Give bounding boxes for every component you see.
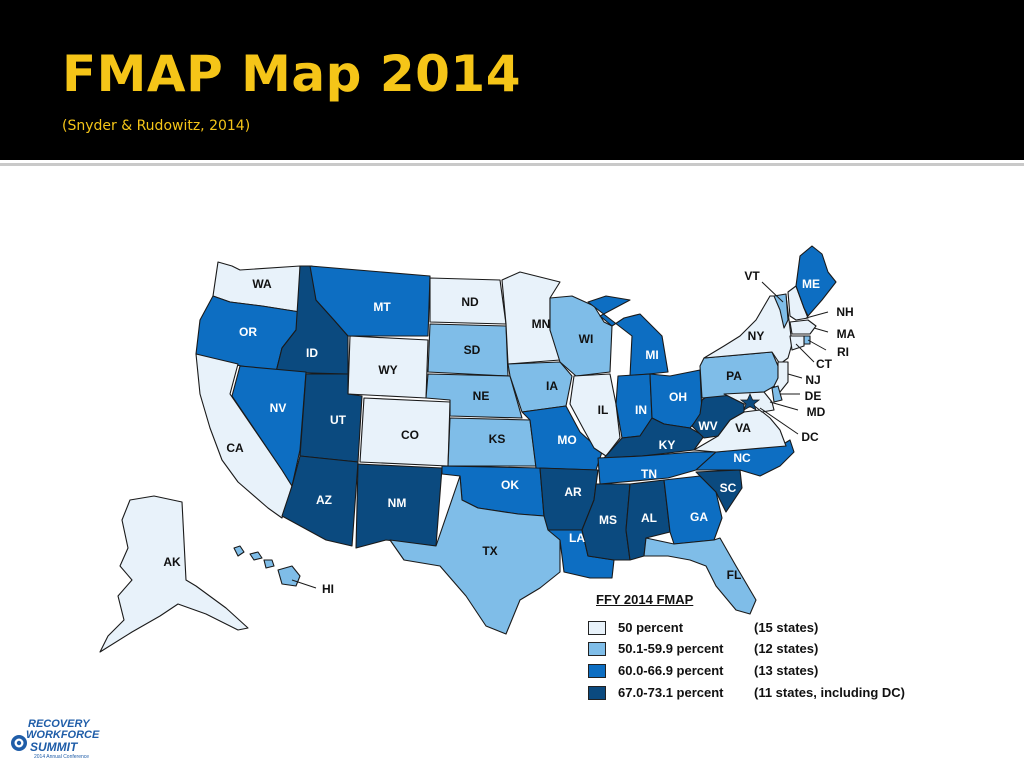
- label-NC: NC: [733, 451, 751, 465]
- legend-count: (11 states, including DC): [754, 685, 905, 700]
- label-CO: CO: [401, 428, 419, 442]
- logo-tagline: 2014 Annual Conference: [34, 754, 90, 760]
- label-AK: AK: [163, 555, 181, 569]
- state-MI: [587, 295, 669, 377]
- label-WY: WY: [378, 363, 397, 377]
- label-NV: NV: [270, 401, 287, 415]
- state-WI: [549, 295, 613, 377]
- legend-label: 67.0-73.1 percent: [618, 685, 724, 700]
- label-GA: GA: [690, 510, 708, 524]
- state-MT: [309, 265, 431, 337]
- label-CT: CT: [816, 357, 833, 371]
- label-OR: OR: [239, 325, 257, 339]
- state-DE: [771, 385, 783, 403]
- logo-line: WORKFORCE: [26, 729, 100, 741]
- legend-swatch: [588, 642, 606, 656]
- label-SC: SC: [720, 481, 737, 495]
- state-VA: [693, 409, 787, 453]
- slide-subtitle: (Snyder & Rudowitz, 2014): [62, 118, 251, 134]
- logo-line: SUMMIT: [30, 740, 78, 754]
- label-KS: KS: [489, 432, 506, 446]
- label-AR: AR: [564, 485, 582, 499]
- logo-emblem-icon: [11, 735, 27, 751]
- label-IN: IN: [635, 403, 647, 417]
- label-MS: MS: [599, 513, 617, 527]
- legend-swatch: [588, 621, 606, 635]
- label-MD: MD: [807, 405, 826, 419]
- state-ME: [795, 245, 837, 317]
- label-PA: PA: [726, 369, 742, 383]
- legend-label: 50.1-59.9 percent: [618, 641, 724, 656]
- state-CA: [195, 353, 293, 519]
- label-FL: FL: [727, 568, 742, 582]
- label-VT: VT: [744, 269, 760, 283]
- label-DE: DE: [805, 389, 822, 403]
- label-SD: SD: [464, 343, 481, 357]
- state-AZ: [281, 455, 359, 547]
- label-WI: WI: [579, 332, 594, 346]
- legend-swatch: [588, 664, 606, 678]
- label-CA: CA: [226, 441, 244, 455]
- state-HI: [233, 545, 301, 587]
- label-OK: OK: [501, 478, 519, 492]
- label-TX: TX: [482, 544, 497, 558]
- state-RI: [803, 335, 811, 345]
- leader-lines: [291, 281, 829, 589]
- label-HI: HI: [322, 582, 334, 596]
- label-AL: AL: [641, 511, 657, 525]
- label-LA: LA: [569, 531, 585, 545]
- label-NJ: NJ: [805, 373, 820, 387]
- label-NM: NM: [388, 496, 407, 510]
- slide-title: FMAP Map 2014: [62, 45, 522, 103]
- state-TX: [389, 475, 561, 635]
- label-NH: NH: [836, 305, 853, 319]
- label-MO: MO: [557, 433, 576, 447]
- dc-star-marker: [739, 392, 761, 411]
- label-VA: VA: [735, 421, 751, 435]
- logo-line: RECOVERY: [28, 718, 90, 730]
- label-AZ: AZ: [316, 493, 332, 507]
- label-MT: MT: [373, 300, 391, 314]
- label-NE: NE: [473, 389, 490, 403]
- label-WA: WA: [252, 277, 272, 291]
- legend-swatch: [588, 686, 606, 700]
- label-DC: DC: [801, 430, 819, 444]
- label-IA: IA: [546, 379, 558, 393]
- legend-label: 60.0-66.9 percent: [618, 663, 724, 678]
- state-MA: [789, 319, 817, 335]
- legend-label: 50 percent: [618, 620, 684, 635]
- label-OH: OH: [669, 390, 687, 404]
- label-RI: RI: [837, 345, 849, 359]
- state-labels: WA OR CA ID NV MT WY UT CO AZ NM ND SD N…: [163, 269, 855, 596]
- label-TN: TN: [641, 467, 657, 481]
- label-IL: IL: [598, 403, 609, 417]
- label-MI: MI: [645, 348, 658, 362]
- us-fmap-map: WA OR CA ID NV MT WY UT CO AZ NM ND SD N…: [99, 245, 856, 653]
- state-CT: [789, 335, 805, 351]
- legend-count: (12 states): [754, 641, 819, 656]
- label-UT: UT: [330, 413, 347, 427]
- label-ME: ME: [802, 277, 820, 291]
- label-MN: MN: [532, 317, 551, 331]
- legend-title: FFY 2014 FMAP: [596, 592, 694, 607]
- label-ID: ID: [306, 346, 318, 360]
- label-NY: NY: [748, 329, 765, 343]
- state-AK: [99, 495, 249, 653]
- header-divider: [0, 163, 1024, 166]
- label-MA: MA: [837, 327, 856, 341]
- recovery-workforce-summit-logo: RECOVERY WORKFORCE SUMMIT 2014 Annual Co…: [8, 716, 100, 762]
- state-VT: [773, 293, 789, 329]
- legend-count: (13 states): [754, 663, 819, 678]
- label-ND: ND: [461, 295, 479, 309]
- label-KY: KY: [659, 438, 676, 452]
- state-FL: [643, 537, 757, 615]
- label-WV: WV: [698, 419, 717, 433]
- legend-count: (15 states): [754, 620, 819, 635]
- slide-header: FMAP Map 2014 (Snyder & Rudowitz, 2014): [0, 0, 1024, 160]
